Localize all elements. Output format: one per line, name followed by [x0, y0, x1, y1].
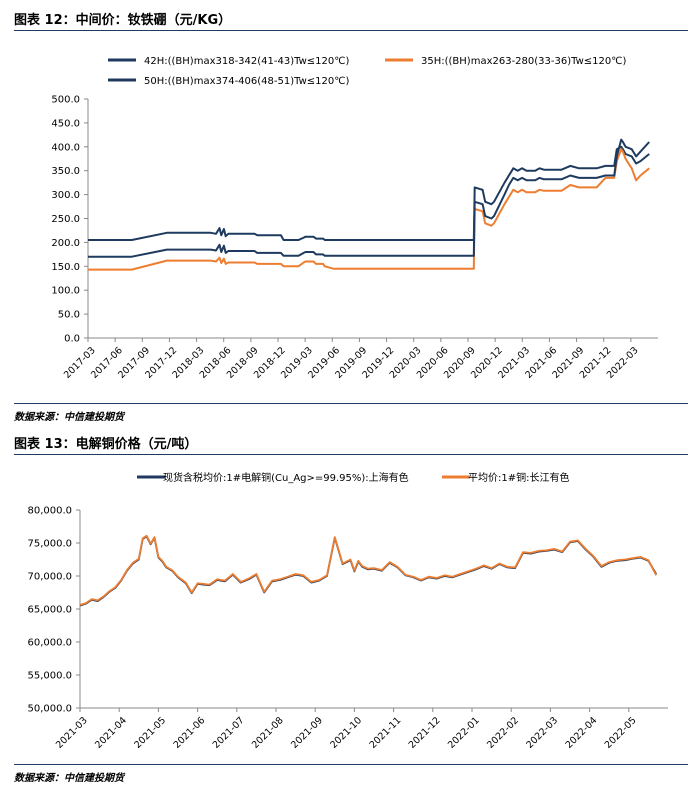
figure13-source: 数据来源：中信建投期货 — [14, 773, 124, 784]
y-tick-label: 50.0 — [58, 310, 80, 321]
figure12-source-rule — [14, 403, 688, 404]
x-tick-label: 2021-06 — [172, 715, 208, 751]
y-tick-label: 55,000.0 — [27, 671, 72, 682]
y-tick-label: 0.0 — [64, 334, 80, 345]
series-line-3 — [88, 138, 650, 258]
series-line-1 — [88, 145, 650, 241]
y-tick-label: 350.0 — [51, 166, 80, 177]
legend-label-1: 现货含税均价:1#电解铜(Cu_Ag>=99.95%):上海有色 — [163, 471, 409, 484]
x-tick-label: 2021-12 — [407, 715, 443, 751]
y-tick-label: 250.0 — [51, 214, 80, 225]
y-tick-label: 50,000.0 — [27, 704, 72, 715]
x-tick-label: 2021-03 — [54, 715, 90, 751]
x-tick-label: 2022-05 — [603, 715, 639, 751]
figure13-source-rule — [14, 764, 688, 765]
y-tick-label: 500.0 — [51, 95, 80, 106]
y-tick-label: 150.0 — [51, 262, 80, 273]
y-tick-label: 75,000.0 — [27, 539, 72, 550]
ndfeb-price-chart: 0.0 50.0 100.0 150.0 200.0 250.0 300.0 350.0 400… — [51, 56, 658, 381]
y-tick-label: 70,000.0 — [27, 572, 72, 583]
y-tick-label: 200.0 — [51, 238, 80, 249]
legend-label-2: 35H:((BH)max263-280(33-36)Tw≤120℃) — [421, 56, 626, 67]
legend-label-3: 50H:((BH)max374-406(48-51)Tw≤120℃) — [144, 76, 349, 87]
y-tick-label: 80,000.0 — [27, 506, 72, 517]
x-tick-label: 2021-05 — [132, 715, 168, 751]
x-tick-label: 2022-03 — [524, 715, 560, 751]
series-line-2 — [88, 148, 650, 271]
y-tick-label: 65,000.0 — [27, 605, 72, 616]
figure13-title-rule — [14, 454, 688, 455]
y-tick-label: 450.0 — [51, 118, 80, 129]
x-tick-label: 2021-10 — [328, 715, 364, 751]
x-tick-label: 2022-04 — [564, 715, 600, 751]
figure12-title-rule — [14, 30, 688, 31]
x-tick-label: 2021-08 — [250, 715, 286, 751]
y-tick-label: 60,000.0 — [27, 638, 72, 649]
x-tick-label: 2022-01 — [446, 715, 482, 751]
figure12-source: 数据来源：中信建投期货 — [14, 412, 124, 423]
y-tick-label: 400.0 — [51, 142, 80, 153]
x-tick-label: 2021-11 — [368, 715, 404, 751]
x-tick-label: 2022-02 — [485, 715, 521, 751]
y-tick-label: 300.0 — [51, 190, 80, 201]
figure13-title: 图表 13：电解铜价格（元/吨） — [14, 437, 198, 452]
x-tick-label: 2021-07 — [211, 715, 247, 751]
x-tick-label: 2021-04 — [93, 715, 129, 751]
y-tick-label: 100.0 — [51, 286, 80, 297]
x-tick-label: 2021-09 — [289, 715, 325, 751]
legend-label-1: 42H:((BH)max318-342(41-43)Tw≤120℃) — [144, 56, 349, 67]
legend-label-2: 平均价:1#铜:长江有色 — [468, 471, 569, 484]
series-line-1 — [79, 535, 657, 607]
figure12-title: 图表 12：中间价：钕铁硼（元/KG） — [14, 13, 232, 28]
copper-price-chart: 50,000.0 55,000.0 60,000.0 65,000.0 70,000.0… — [27, 471, 668, 751]
series-line-2 — [79, 534, 657, 606]
